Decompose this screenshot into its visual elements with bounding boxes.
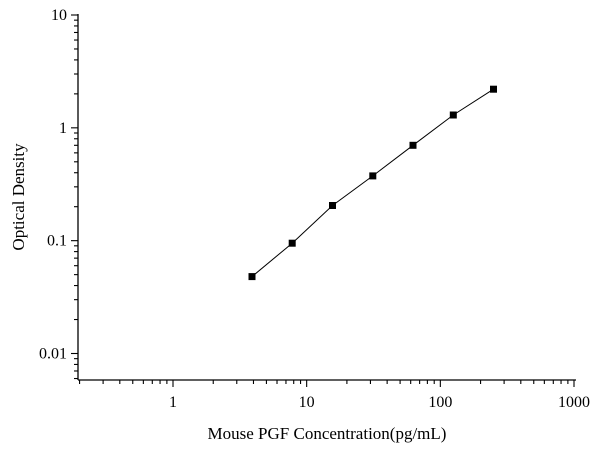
fit-line [251, 88, 494, 277]
y-tick-label: 0.1 [47, 233, 67, 250]
x-tick-label: 100 [428, 394, 452, 411]
data-point [490, 85, 497, 93]
data-point [329, 202, 336, 209]
y-axis-title: Optical Density [9, 143, 28, 251]
x-axis-title: Mouse PGF Concentration(pg/mL) [208, 424, 447, 443]
x-ticks [79, 380, 575, 387]
y-tick-label: 10 [51, 7, 67, 24]
y-tick-label: 1 [59, 120, 67, 137]
data-point [248, 273, 256, 281]
axes [77, 14, 576, 381]
y-tick-label: 0.01 [39, 346, 67, 363]
data-point [409, 141, 417, 149]
y-tick-labels: 0.01 0.1 1 10 [39, 7, 67, 363]
data-point [449, 111, 457, 119]
data-point [369, 172, 377, 180]
data-points [248, 85, 497, 281]
y-ticks [71, 14, 78, 380]
x-tick-label: 1 [169, 394, 177, 411]
data-point [288, 239, 296, 247]
fit-line-group [251, 88, 494, 277]
x-tick-label: 1000 [558, 394, 590, 411]
x-tick-labels: 1 10 100 1000 [169, 394, 590, 411]
x-tick-label: 10 [299, 394, 315, 411]
